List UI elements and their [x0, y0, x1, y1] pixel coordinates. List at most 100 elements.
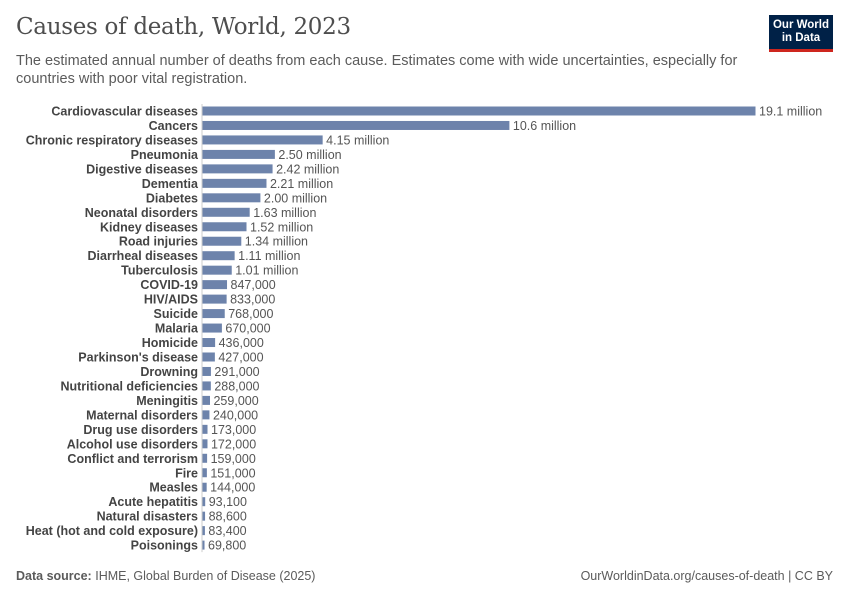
value-label: 2.00 million	[264, 191, 327, 205]
category-label: Acute hepatitis	[108, 495, 198, 509]
category-label: Drug use disorders	[83, 423, 198, 437]
bar[interactable]	[202, 309, 225, 319]
bar[interactable]	[202, 280, 228, 290]
bar[interactable]	[202, 395, 210, 405]
value-label: 833,000	[230, 293, 275, 307]
bar[interactable]	[202, 193, 261, 203]
chart-subtitle: The estimated annual number of deaths fr…	[16, 53, 738, 87]
bar[interactable]	[202, 453, 208, 463]
category-label: Meningitis	[136, 394, 198, 408]
value-label: 768,000	[228, 307, 273, 321]
value-label: 2.42 million	[276, 162, 339, 176]
category-label: Alcohol use disorders	[67, 437, 198, 451]
bar[interactable]	[202, 265, 232, 275]
bar[interactable]	[202, 207, 250, 217]
value-label: 144,000	[210, 481, 255, 495]
bar[interactable]	[202, 381, 211, 391]
bar[interactable]	[202, 468, 207, 478]
bar[interactable]	[202, 294, 227, 304]
category-label: Fire	[175, 466, 198, 480]
value-label: 10.6 million	[513, 119, 576, 133]
category-label: COVID-19	[140, 278, 198, 292]
category-label: Poisonings	[131, 539, 198, 553]
category-label: Conflict and terrorism	[67, 452, 198, 466]
category-label: Nutritional deficiencies	[60, 379, 198, 393]
bar[interactable]	[202, 120, 510, 130]
category-label: Heat (hot and cold exposure)	[26, 524, 198, 538]
value-label: 240,000	[213, 408, 258, 422]
owid-logo[interactable]: Our World in Data	[769, 15, 833, 52]
bar[interactable]	[202, 222, 247, 232]
value-label: 173,000	[211, 423, 256, 437]
bar[interactable]	[202, 323, 222, 333]
value-label: 69,800	[208, 539, 246, 553]
bar[interactable]	[202, 439, 208, 449]
value-label: 151,000	[210, 466, 255, 480]
category-label: Drowning	[140, 365, 198, 379]
value-label: 1.63 million	[253, 206, 316, 220]
category-label: Kidney diseases	[100, 220, 198, 234]
footer-link[interactable]: OurWorldinData.org/causes-of-death | CC …	[580, 569, 833, 583]
bar[interactable]	[202, 106, 756, 116]
bar[interactable]	[202, 135, 323, 145]
value-label: 4.15 million	[326, 133, 389, 147]
category-label: Cardiovascular diseases	[51, 105, 198, 119]
value-label: 2.21 million	[270, 177, 333, 191]
bar[interactable]	[202, 410, 210, 420]
bar[interactable]	[202, 352, 215, 362]
value-label: 2.50 million	[278, 148, 341, 162]
value-label: 93,100	[209, 495, 247, 509]
bar[interactable]	[202, 482, 207, 492]
value-label: 670,000	[225, 322, 270, 336]
bar[interactable]	[202, 164, 273, 174]
category-label: Natural disasters	[97, 510, 198, 524]
bar[interactable]	[202, 540, 205, 550]
category-label: HIV/AIDS	[144, 293, 198, 307]
bar[interactable]	[202, 149, 275, 159]
value-label: 288,000	[214, 379, 259, 393]
source-text[interactable]: IHME, Global Burden of Disease (2025)	[95, 569, 316, 583]
value-label: 291,000	[214, 365, 259, 379]
bar[interactable]	[202, 526, 205, 536]
bar[interactable]	[202, 178, 267, 188]
category-label: Parkinson's disease	[78, 350, 198, 364]
value-label: 436,000	[219, 336, 264, 350]
category-label: Road injuries	[119, 235, 198, 249]
value-label: 19.1 million	[759, 105, 822, 119]
category-label: Suicide	[154, 307, 199, 321]
logo-line-1: Our World	[772, 19, 829, 31]
bar[interactable]	[202, 424, 208, 434]
category-label: Diarrheal diseases	[88, 249, 199, 263]
source-label: Data source:	[16, 569, 92, 583]
category-label: Tuberculosis	[121, 264, 198, 278]
data-source: Data source: IHME, Global Burden of Dise…	[16, 569, 315, 583]
value-label: 427,000	[218, 350, 263, 364]
bar[interactable]	[202, 366, 211, 376]
category-label: Diabetes	[146, 191, 198, 205]
value-label: 1.11 million	[238, 249, 300, 263]
logo-line-2: in Data	[781, 32, 821, 44]
value-label: 172,000	[211, 437, 256, 451]
category-label: Neonatal disorders	[85, 206, 198, 220]
category-label: Dementia	[142, 177, 199, 191]
value-label: 88,600	[209, 510, 247, 524]
category-label: Cancers	[149, 119, 198, 133]
bar[interactable]	[202, 511, 206, 521]
bar[interactable]	[202, 236, 242, 246]
bar[interactable]	[202, 497, 206, 507]
value-label: 159,000	[211, 452, 256, 466]
category-label: Measles	[149, 481, 198, 495]
value-label: 1.01 million	[235, 264, 298, 278]
category-label: Maternal disorders	[86, 408, 198, 422]
bar[interactable]	[202, 251, 235, 261]
value-label: 1.34 million	[245, 235, 308, 249]
bar[interactable]	[202, 338, 216, 348]
value-label: 259,000	[213, 394, 258, 408]
value-label: 83,400	[208, 524, 246, 538]
category-label: Pneumonia	[131, 148, 199, 162]
value-label: 1.52 million	[250, 220, 313, 234]
category-label: Homicide	[142, 336, 198, 350]
chart-title: Causes of death, World, 2023	[16, 14, 351, 40]
